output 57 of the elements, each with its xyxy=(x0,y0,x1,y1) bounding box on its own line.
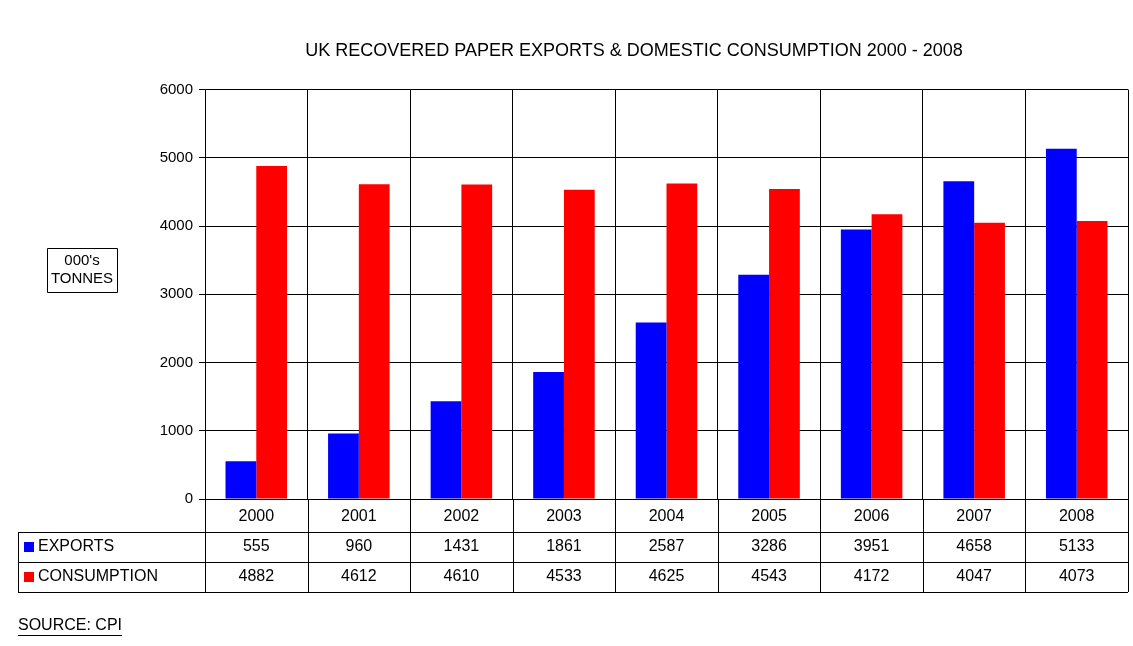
x-tick-label: 2001 xyxy=(341,507,377,525)
bar xyxy=(974,222,1005,499)
data-label: 5133 xyxy=(1058,537,1095,555)
chart-title: UK RECOVERED PAPER EXPORTS & DOMESTIC CONSUMPTION 2000 - 2008 xyxy=(305,39,963,60)
legend-label: CONSUMPTION xyxy=(38,567,158,585)
x-tick-label: 2004 xyxy=(648,507,685,525)
bar xyxy=(943,181,975,499)
bar xyxy=(1076,221,1108,499)
y-tick-label: 0 xyxy=(184,489,193,507)
x-tick-label: 2003 xyxy=(546,507,582,525)
data-label: 1861 xyxy=(546,537,582,555)
y-tick-label: 2000 xyxy=(159,352,193,370)
data-label: 960 xyxy=(345,537,373,555)
y-tick-label: 6000 xyxy=(159,79,193,97)
bar xyxy=(533,372,564,499)
data-label: 4882 xyxy=(238,567,275,585)
bar xyxy=(256,165,288,499)
x-tick-label: 2005 xyxy=(751,507,787,525)
data-label: 3951 xyxy=(853,537,890,555)
data-label: 4612 xyxy=(341,567,377,585)
y-tick-label: 5000 xyxy=(159,147,193,165)
x-tick-label: 2006 xyxy=(853,507,890,525)
bar xyxy=(563,189,595,499)
legend-label: EXPORTS xyxy=(38,537,115,555)
bar xyxy=(738,274,770,499)
bar xyxy=(225,461,257,499)
source-note: SOURCE: CPI xyxy=(18,616,123,634)
data-label: 4073 xyxy=(1058,567,1095,585)
x-tick-label: 2002 xyxy=(443,507,480,525)
data-label: 2587 xyxy=(648,537,685,555)
data-label: 3286 xyxy=(751,537,787,555)
data-label: 4172 xyxy=(853,567,890,585)
data-label: 1431 xyxy=(443,537,480,555)
y-tick-label: 1000 xyxy=(159,420,193,438)
bar xyxy=(769,189,800,499)
y-tick-label: 3000 xyxy=(159,284,193,302)
data-label: 555 xyxy=(242,537,270,555)
bar xyxy=(1045,148,1077,499)
data-label: 4658 xyxy=(956,537,993,555)
bar xyxy=(666,183,698,499)
bar xyxy=(840,229,872,499)
x-tick-label: 2000 xyxy=(238,507,275,525)
data-label: 4610 xyxy=(443,567,480,585)
data-label: 4543 xyxy=(751,567,787,585)
y-tick-label: 4000 xyxy=(159,216,193,234)
data-label: 4047 xyxy=(956,567,993,585)
data-label: 4625 xyxy=(648,567,685,585)
bar xyxy=(871,214,903,499)
bar xyxy=(328,433,359,499)
bar xyxy=(430,401,462,499)
y-axis-title: 000's TONNES xyxy=(50,250,114,286)
x-tick-label: 2007 xyxy=(956,507,993,525)
data-label: 4533 xyxy=(546,567,582,585)
bar xyxy=(461,184,493,499)
bar xyxy=(635,322,667,499)
x-tick-label: 2008 xyxy=(1058,507,1095,525)
bar xyxy=(358,184,390,499)
